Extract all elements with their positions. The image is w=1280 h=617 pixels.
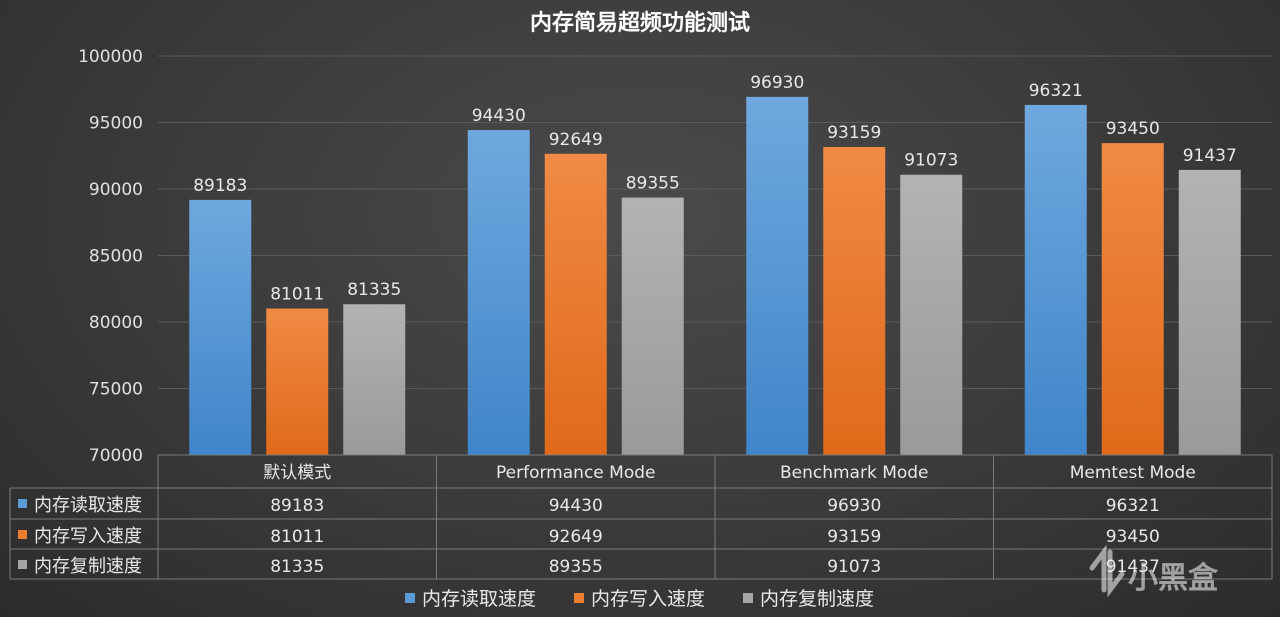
- data-label: 81335: [347, 280, 401, 300]
- y-tick-label: 80000: [89, 313, 143, 333]
- data-label: 94430: [472, 106, 526, 126]
- data-label: 89355: [626, 174, 680, 194]
- x-tick-label: Memtest Mode: [1070, 463, 1196, 483]
- table-cell: 93450: [1106, 527, 1160, 547]
- y-tick-label: 85000: [89, 247, 143, 267]
- table-legend-key: [18, 499, 27, 508]
- bar: [823, 146, 886, 456]
- table-cell: 93159: [827, 527, 881, 547]
- heybox-logo-icon: [1089, 544, 1125, 598]
- table-cell: 91437: [1106, 557, 1160, 577]
- table-cell: 81335: [270, 557, 324, 577]
- table-cell: 89355: [549, 557, 603, 577]
- bar: [343, 304, 406, 455]
- bar: [621, 197, 684, 456]
- x-tick-label: Benchmark Mode: [780, 463, 929, 483]
- bar: [900, 174, 963, 455]
- bar: [189, 199, 252, 455]
- legend-key: [743, 593, 753, 603]
- bar: [467, 130, 530, 455]
- table-cell: 91073: [827, 557, 881, 577]
- y-axis-ticks: 70000 75000 80000 85000 90000 95000 100000: [78, 47, 143, 466]
- legend: 内存读取速度 内存写入速度 内存复制速度: [405, 588, 874, 610]
- table-legend-key: [18, 530, 27, 539]
- bars: [189, 96, 1241, 456]
- table-cell: 81011: [270, 527, 324, 547]
- data-label: 91073: [904, 151, 958, 171]
- data-label: 96930: [750, 73, 804, 93]
- table-cell: 89183: [270, 496, 324, 516]
- data-label: 93159: [827, 123, 881, 143]
- y-tick-label: 95000: [89, 114, 143, 134]
- data-label: 81011: [270, 285, 324, 305]
- y-tick-label: 90000: [89, 180, 143, 200]
- table-row-header: 内存读取速度: [34, 495, 142, 516]
- bar: [1024, 104, 1087, 456]
- bar: [544, 153, 607, 455]
- watermark-text: 小黑盒: [1128, 561, 1219, 596]
- bar: [746, 96, 809, 456]
- data-labels: 89183 81011 81335 94430 92649 89355 96930 93159…: [193, 73, 1237, 305]
- data-label: 96321: [1029, 81, 1083, 101]
- table-cell: 96930: [827, 496, 881, 516]
- y-tick-label: 75000: [89, 380, 143, 400]
- data-label: 92649: [549, 130, 603, 150]
- x-tick-label: Performance Mode: [496, 463, 655, 483]
- data-label: 91437: [1183, 146, 1237, 166]
- table-row-header: 内存复制速度: [34, 556, 142, 577]
- watermark: 小黑盒: [1089, 544, 1219, 598]
- legend-key: [405, 593, 415, 603]
- legend-key: [574, 593, 584, 603]
- x-tick-label: 默认模式: [263, 463, 331, 483]
- table-legend-key: [18, 560, 27, 569]
- legend-label: 内存复制速度: [760, 588, 874, 610]
- chart-title: 内存简易超频功能测试: [530, 10, 750, 36]
- bar: [266, 308, 329, 455]
- table-cell: 94430: [549, 496, 603, 516]
- bar: [1101, 143, 1164, 456]
- legend-label: 内存读取速度: [422, 588, 536, 610]
- legend-label: 内存写入速度: [591, 588, 705, 610]
- data-label: 89183: [193, 176, 247, 196]
- data-label: 93450: [1106, 119, 1160, 139]
- bar: [1178, 169, 1241, 456]
- data-table: 默认模式 Performance Mode Benchmark Mode Memtes…: [9, 454, 1273, 580]
- table-cell: 92649: [549, 527, 603, 547]
- table-row-header: 内存写入速度: [34, 526, 142, 547]
- y-tick-label: 100000: [78, 47, 143, 67]
- y-tick-label: 70000: [89, 446, 143, 466]
- table-cell: 96321: [1106, 496, 1160, 516]
